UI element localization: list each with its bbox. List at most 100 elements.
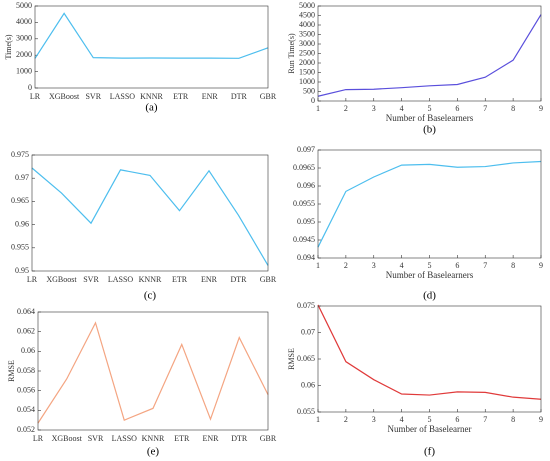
x-tick-label: GBR xyxy=(260,92,277,101)
y-tick-label: 4500 xyxy=(299,10,315,19)
y-tick-label: 1500 xyxy=(299,67,315,76)
y-tick-label: 0.96 xyxy=(15,219,29,228)
y-tick-label: 0.965 xyxy=(11,196,29,205)
x-tick-label: 4 xyxy=(400,104,404,113)
y-axis-label: RMSE xyxy=(7,360,16,382)
x-tick-label: 5 xyxy=(428,261,432,270)
x-tick-label: GBR xyxy=(260,434,277,443)
x-tick-label: ETR xyxy=(174,434,190,443)
x-tick-label: 1 xyxy=(316,261,320,270)
y-tick-label: 0.056 xyxy=(17,385,35,394)
y-tick-label: 0.0965 xyxy=(293,163,315,172)
x-tick-label: DTR xyxy=(231,92,248,101)
x-tick-label: KNNR xyxy=(139,275,162,284)
y-tick-label: 0.062 xyxy=(17,326,35,335)
panel-label: (e) xyxy=(147,446,160,458)
y-tick-label: 0 xyxy=(28,83,32,92)
x-tick-label: 8 xyxy=(511,261,515,270)
x-tick-label: 4 xyxy=(400,415,404,424)
x-tick-label: LASSO xyxy=(110,92,136,101)
x-tick-label: 2 xyxy=(344,415,348,424)
panel-label: (b) xyxy=(423,124,436,136)
x-tick-label: 9 xyxy=(539,261,543,270)
y-tick-label: 0.97 xyxy=(15,173,29,182)
y-tick-label: 0.0945 xyxy=(293,235,315,244)
x-tick-label: SVR xyxy=(88,434,104,443)
panel-label: (c) xyxy=(144,290,157,302)
x-tick-label: ENR xyxy=(203,434,220,443)
x-axis-label: Number of Baselearners xyxy=(386,113,474,123)
x-tick-label: 1 xyxy=(316,104,320,113)
y-tick-label: 0.075 xyxy=(297,301,315,310)
y-tick-label: 0.054 xyxy=(17,405,35,414)
x-tick-label: ENR xyxy=(202,92,219,101)
data-line xyxy=(317,304,542,400)
y-tick-label: 2000 xyxy=(299,58,315,67)
y-tick-label: 0.95 xyxy=(15,266,29,275)
y-tick-label: 0.07 xyxy=(301,327,315,336)
plot-frame xyxy=(317,305,542,413)
y-tick-label: 0.055 xyxy=(297,407,315,416)
y-tick-label: 4000 xyxy=(299,20,315,29)
x-axis-label: Number of Baselearner xyxy=(388,424,472,434)
y-tick-label: 0.096 xyxy=(297,181,315,190)
y-tick-label: 3000 xyxy=(299,39,315,48)
y-tick-label: 2000 xyxy=(16,50,32,59)
x-tick-label: SVR xyxy=(83,275,99,284)
y-tick-label: 3500 xyxy=(299,29,315,38)
y-axis-label: RMSE xyxy=(287,348,296,370)
x-tick-label: 4 xyxy=(400,261,404,270)
y-tick-label: 0.975 xyxy=(11,150,29,159)
plot-frame xyxy=(37,311,269,431)
y-tick-label: 0.065 xyxy=(297,354,315,363)
plot-frame xyxy=(31,154,269,272)
panel-label: (a) xyxy=(145,102,158,114)
x-tick-label: 3 xyxy=(372,261,376,270)
x-tick-label: KNNR xyxy=(140,92,163,101)
y-tick-label: 3000 xyxy=(16,34,32,43)
x-tick-label: XGBoost xyxy=(46,275,77,284)
x-tick-label: KNNR xyxy=(142,434,165,443)
y-axis-label: Time(s) xyxy=(4,34,13,59)
x-tick-label: 2 xyxy=(344,104,348,113)
y-tick-label: 0.06 xyxy=(21,346,35,355)
y-tick-label: 5000 xyxy=(299,1,315,10)
x-tick-label: 7 xyxy=(483,104,487,113)
x-tick-label: 7 xyxy=(483,415,487,424)
y-tick-label: 0.955 xyxy=(11,243,29,252)
y-tick-label: 0.094 xyxy=(297,253,315,262)
y-tick-label: 0.0955 xyxy=(293,199,315,208)
y-tick-label: 0.064 xyxy=(17,307,35,316)
x-tick-label: 1 xyxy=(316,415,320,424)
x-tick-label: 9 xyxy=(539,104,543,113)
x-tick-label: ETR xyxy=(172,275,188,284)
data-line xyxy=(31,167,269,266)
y-tick-label: 0.052 xyxy=(17,425,35,434)
x-tick-label: 3 xyxy=(372,415,376,424)
x-tick-label: DTR xyxy=(231,275,248,284)
x-tick-label: 6 xyxy=(455,104,459,113)
x-tick-label: 8 xyxy=(511,104,515,113)
plot-frame xyxy=(34,5,269,89)
x-tick-label: LASSO xyxy=(108,275,134,284)
y-tick-label: 0.097 xyxy=(297,145,315,154)
x-tick-label: LASSO xyxy=(112,434,138,443)
data-line xyxy=(34,12,269,59)
y-tick-label: 4000 xyxy=(16,17,32,26)
x-tick-label: ETR xyxy=(173,92,189,101)
x-tick-label: LR xyxy=(27,275,38,284)
x-tick-label: 7 xyxy=(483,261,487,270)
x-tick-label: XGBoost xyxy=(49,92,80,101)
y-tick-label: 0.06 xyxy=(301,380,315,389)
x-tick-label: ENR xyxy=(201,275,218,284)
data-line xyxy=(317,14,542,97)
y-tick-label: 2500 xyxy=(299,48,315,57)
x-tick-label: 6 xyxy=(455,261,459,270)
x-tick-label: 6 xyxy=(455,415,459,424)
x-tick-label: LR xyxy=(30,92,41,101)
x-tick-label: SVR xyxy=(85,92,101,101)
x-tick-label: LR xyxy=(33,434,44,443)
y-tick-label: 0.058 xyxy=(17,366,35,375)
